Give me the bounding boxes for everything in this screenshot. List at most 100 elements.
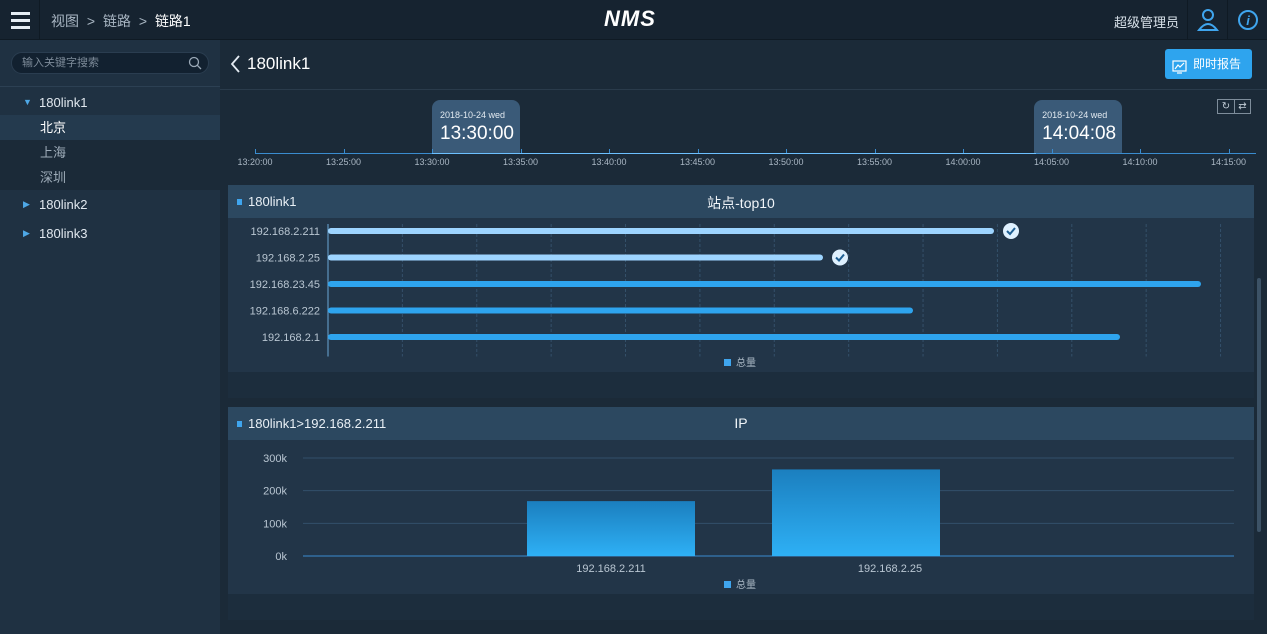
breadcrumb-item-view[interactable]: 视图 xyxy=(51,13,79,29)
panel-link-name: 180link1 xyxy=(248,194,297,209)
panel-marker xyxy=(237,421,242,427)
legend-label: 总量 xyxy=(736,580,756,591)
timeline-tick-label: 14:05:00 xyxy=(1033,157,1070,167)
chart-legend[interactable]: 总量 xyxy=(724,576,756,591)
bar-category-label: 192.168.2.211 xyxy=(250,226,320,238)
timeline-tick xyxy=(1140,149,1141,153)
timeline-selected-range xyxy=(432,153,1037,154)
timeline-tick xyxy=(432,149,433,153)
breadcrumb-item-links[interactable]: 链路 xyxy=(102,13,131,29)
x-tick-label: 192.168.2.25 xyxy=(858,563,922,575)
range-start-handle[interactable]: 2018-10-24 wed 13:30:00 xyxy=(432,100,520,153)
tree-item-beijing[interactable]: 北京 xyxy=(0,115,220,140)
timeline-tick xyxy=(609,149,610,153)
timeline-tick-label: 13:40:00 xyxy=(591,157,627,167)
range-start-date: 2018-10-24 wed xyxy=(440,110,506,120)
timeline-tick-label: 13:25:00 xyxy=(325,157,362,167)
panel-footer xyxy=(228,372,1254,398)
timeline-tick-label: 14:10:00 xyxy=(1122,157,1158,167)
caret-right-icon[interactable]: ▶ xyxy=(23,228,30,238)
range-end-time: 14:04:08 xyxy=(1042,123,1117,144)
bar-category-label: 192.168.6.222 xyxy=(250,306,320,318)
bar xyxy=(328,281,1201,287)
bar xyxy=(328,228,994,234)
breadcrumb-separator: > xyxy=(138,13,148,29)
panel-footer xyxy=(228,594,1254,620)
check-icon-circle xyxy=(1003,223,1019,239)
search-icon[interactable] xyxy=(188,56,202,75)
caret-right-icon[interactable]: ▶ xyxy=(23,199,30,209)
ip-panel: 180link1>192.168.2.211 IP 0k 100k 200k 300k… xyxy=(228,407,1254,620)
chart-legend[interactable]: 总量 xyxy=(724,354,756,369)
user-icon[interactable] xyxy=(1187,0,1227,40)
sidebar: ▼ 180link1 北京 上海 深圳 ▶ 180link2 ▶ 180link… xyxy=(0,40,220,634)
page-title: 180link1 xyxy=(247,54,311,73)
panel-header: 180link1 站点-top10 xyxy=(228,185,1254,218)
search-box xyxy=(11,52,209,74)
check-icon xyxy=(832,249,848,266)
timeline-controls: ↻ ⇄ xyxy=(1217,99,1251,114)
tree-node-180link2[interactable]: ▶ 180link2 xyxy=(0,190,220,219)
panel-link-name: 180link1>192.168.2.211 xyxy=(248,416,387,431)
bar-category-label: 192.168.23.45 xyxy=(250,279,320,291)
tree-node-label: 180link2 xyxy=(39,197,88,212)
timeline-tick-label: 13:55:00 xyxy=(856,157,893,167)
bar xyxy=(527,501,695,556)
breadcrumb-separator: > xyxy=(86,13,96,29)
tree-node-180link3[interactable]: ▶ 180link3 xyxy=(0,219,220,248)
ip-chart: 0k 100k 200k 300k 192.168.2.211 192.168.2.25 xyxy=(263,453,1234,575)
check-icon xyxy=(1003,223,1019,239)
bar xyxy=(328,307,913,314)
refresh-icon[interactable]: ↻ xyxy=(1221,101,1231,112)
panel-marker xyxy=(237,199,242,205)
sidebar-divider xyxy=(0,86,220,87)
app-title: NMS xyxy=(604,6,656,31)
tree-item-shenzhen[interactable]: 深圳 xyxy=(0,165,220,190)
instant-report-button[interactable]: 即时报告 xyxy=(1165,49,1252,79)
tree-item-shanghai[interactable]: 上海 xyxy=(0,140,220,165)
time-range-selector: 2018-10-24 wed 13:30:00 2018-10-24 wed 1… xyxy=(220,91,1267,177)
timeline-tick xyxy=(343,149,345,153)
timeline-tick-label: 13:35:00 xyxy=(502,157,539,167)
timeline-tick-label: 13:50:00 xyxy=(768,157,804,167)
info-icon[interactable]: i xyxy=(1227,0,1267,40)
swap-icon[interactable]: ⇄ xyxy=(1234,100,1250,113)
user-name[interactable]: 超级管理员 xyxy=(1114,15,1180,30)
bar xyxy=(772,469,940,556)
bar xyxy=(328,334,1120,340)
legend-swatch xyxy=(724,581,731,588)
check-icon-circle xyxy=(832,249,848,266)
breadcrumb: 视图 > 链路 > 链路1 xyxy=(51,11,191,31)
menu-icon[interactable] xyxy=(0,0,40,40)
bar-category-label: 192.168.2.25 xyxy=(256,253,320,265)
timeline-tick-label: 13:45:00 xyxy=(679,157,716,167)
site-top10-chart: 192.168.2.211 192.168.2.25 192.168.23.45 19… xyxy=(250,223,1222,357)
check-icon-mark xyxy=(835,253,845,262)
timeline-tick xyxy=(1051,149,1053,153)
y-tick-label: 100k xyxy=(263,518,287,530)
timeline-tick-label: 14:00:00 xyxy=(945,157,981,167)
x-tick-label: 192.168.2.211 xyxy=(576,563,646,575)
bar xyxy=(328,254,823,261)
vertical-scrollbar[interactable] xyxy=(1257,278,1261,532)
search-input[interactable] xyxy=(22,56,182,70)
timeline-tick-label: 13:20:00 xyxy=(237,157,273,167)
report-button-label: 即时报告 xyxy=(1193,57,1242,71)
caret-down-icon[interactable]: ▼ xyxy=(23,97,32,107)
top-bar: 视图 > 链路 > 链路1 NMS 超级管理员 i xyxy=(0,0,1267,40)
tree-node-180link1[interactable]: ▼ 180link1 xyxy=(0,90,220,115)
site-top10-panel: 180link1 站点-top10 192.168.2.211 192.168.2… xyxy=(228,185,1254,398)
link-tree: ▼ 180link1 北京 上海 深圳 ▶ 180link2 ▶ 180link… xyxy=(0,90,220,248)
timeline-tick xyxy=(963,149,964,153)
back-icon[interactable] xyxy=(230,53,242,80)
timeline-tick xyxy=(1228,149,1230,153)
timeline-tick xyxy=(874,149,876,153)
range-end-handle[interactable]: 2018-10-24 wed 14:04:08 xyxy=(1034,100,1123,153)
y-tick-label: 0k xyxy=(275,551,287,563)
breadcrumb-item-current: 链路1 xyxy=(154,13,191,29)
legend-swatch xyxy=(724,359,731,366)
timeline-tick xyxy=(255,149,256,153)
timeline-tick xyxy=(786,149,787,153)
panel-header: 180link1>192.168.2.211 IP xyxy=(228,407,1254,440)
timeline-tick xyxy=(520,149,522,153)
